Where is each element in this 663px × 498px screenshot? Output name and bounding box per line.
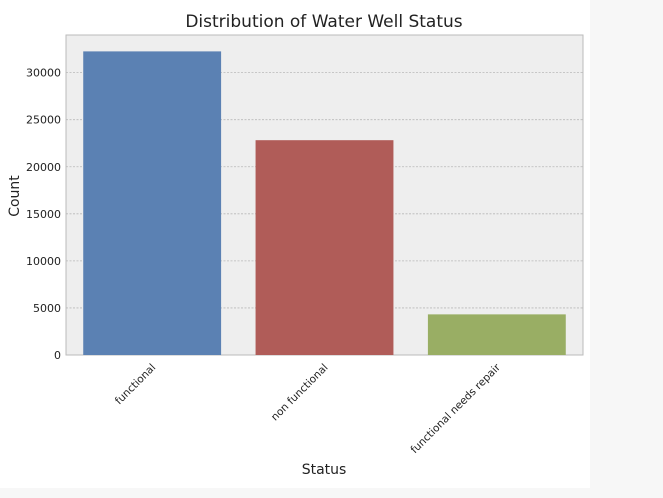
x-tick-label: functional needs repair <box>409 361 504 456</box>
y-tick-label: 20000 <box>26 161 61 174</box>
chart-title: Distribution of Water Well Status <box>185 12 462 32</box>
gridlines <box>66 72 583 309</box>
chart-container: Distribution of Water Well Status 0 5000 1… <box>7 12 584 478</box>
x-tick-label: functional <box>113 362 158 407</box>
y-tick-label: 25000 <box>26 114 61 127</box>
bar-non-functional <box>255 140 394 355</box>
bar-functional-needs-repair <box>427 314 566 355</box>
x-tick-label: non functional <box>269 362 331 424</box>
y-tick-label: 30000 <box>26 67 61 80</box>
y-tick-label: 5000 <box>33 302 61 315</box>
y-axis-label: Count <box>7 175 23 217</box>
y-tick-label: 10000 <box>26 255 61 268</box>
bar-chart: Distribution of Water Well Status 0 5000 1… <box>7 12 584 478</box>
y-tick-label: 15000 <box>26 208 61 221</box>
y-axis-ticks: 0 5000 10000 15000 20000 25000 30000 <box>26 67 61 362</box>
bar-functional <box>83 51 222 355</box>
x-axis-label: Status <box>302 462 347 478</box>
y-tick-label: 0 <box>54 349 61 362</box>
x-axis-ticks: functional non functional functional needs… <box>113 361 504 456</box>
bars <box>83 51 566 355</box>
